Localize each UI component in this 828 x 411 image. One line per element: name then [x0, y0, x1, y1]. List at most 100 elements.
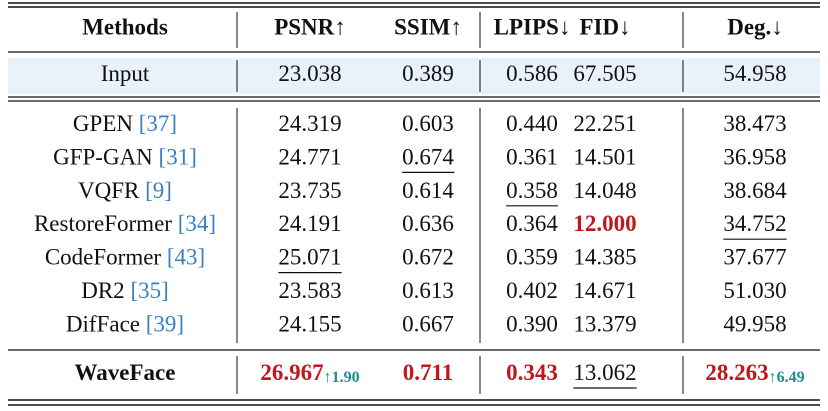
cell-value: 26.967	[260, 360, 323, 385]
cell: 37.677	[723, 245, 786, 270]
gain: ↑6.49	[769, 369, 805, 386]
cell: 0.361	[506, 145, 558, 170]
cell: 23.735	[278, 178, 341, 203]
method-name: DR2	[81, 278, 124, 303]
citation: [34]	[178, 211, 216, 236]
cell: 22.251	[573, 111, 636, 136]
cell: 14.048	[573, 178, 636, 203]
cell: 26.967↑1.90	[260, 360, 359, 385]
cell: 24.771	[278, 145, 341, 170]
cell: 0.614	[402, 178, 454, 203]
cell-value: 25.071	[278, 245, 341, 270]
cell-value: 28.263	[705, 360, 768, 385]
cell-value: 0.613	[402, 278, 454, 303]
cell: 12.000	[573, 211, 636, 236]
column-header: PSNR↑	[274, 14, 346, 39]
cell-value: 0.358	[506, 178, 558, 203]
cell: 14.385	[573, 245, 636, 270]
method: CodeFormer [43]	[45, 245, 205, 270]
method-name: GFP-GAN	[53, 145, 153, 170]
cell: 54.958	[723, 61, 786, 86]
cell: 0.402	[506, 278, 558, 303]
cell: 13.379	[573, 312, 636, 337]
cell: 51.030	[723, 278, 786, 303]
cell-value: 0.390	[506, 312, 558, 337]
cell-value: 24.155	[278, 312, 341, 337]
cell-value: 23.583	[278, 278, 341, 303]
cell-value: 24.319	[278, 111, 341, 136]
method-name: GPEN	[73, 111, 133, 136]
column-header: SSIM↑	[394, 14, 462, 39]
cell-value: 0.361	[506, 145, 558, 170]
method-name: DifFace	[66, 312, 140, 337]
method-name: RestoreFormer	[34, 211, 172, 236]
cell: 49.958	[723, 312, 786, 337]
input-row-bg	[8, 58, 820, 94]
cell: 25.071	[278, 245, 341, 270]
cell: 0.711	[403, 360, 453, 385]
cell-value: 14.385	[573, 245, 636, 270]
cell-value: 13.379	[573, 312, 636, 337]
citation: [37]	[139, 111, 177, 136]
gain: ↑1.90	[324, 369, 360, 386]
cell: 0.390	[506, 312, 558, 337]
cell: 0.667	[402, 312, 454, 337]
citation: [9]	[145, 178, 172, 203]
cell-value: 0.636	[402, 211, 454, 236]
column-header: LPIPS↓	[494, 14, 571, 39]
method: Input	[101, 61, 150, 86]
cell-value: 0.603	[402, 111, 454, 136]
cell-value: 0.672	[402, 245, 454, 270]
method: GPEN [37]	[73, 111, 177, 136]
citation: [31]	[159, 145, 197, 170]
cell-value: 14.048	[573, 178, 636, 203]
cell: 28.263↑6.49	[705, 360, 804, 385]
cell-value: 0.359	[506, 245, 558, 270]
cell: 38.473	[723, 111, 786, 136]
cell-value: 0.343	[506, 360, 558, 385]
cell-value: 38.684	[723, 178, 787, 203]
cell-value: 36.958	[723, 145, 786, 170]
cell-value: 34.752	[723, 211, 786, 236]
cell: 0.440	[506, 111, 558, 136]
cell: 0.358	[506, 178, 558, 203]
cell-value: 24.191	[278, 211, 341, 236]
cell: 13.062	[573, 360, 636, 385]
cell: 23.583	[278, 278, 341, 303]
cell: 36.958	[723, 145, 786, 170]
cell: 0.636	[402, 211, 454, 236]
cell-value: 54.958	[723, 61, 786, 86]
method: DR2 [35]	[81, 278, 169, 303]
cell-value: 0.674	[402, 145, 454, 170]
cell-value: 0.440	[506, 111, 558, 136]
cell: 0.389	[402, 61, 454, 86]
cell: 0.586	[506, 61, 558, 86]
cell-value: 23.735	[278, 178, 341, 203]
cell: 0.674	[402, 145, 454, 170]
cell: 24.191	[278, 211, 341, 236]
cell: 0.343	[506, 360, 558, 385]
cell-value: 14.501	[573, 145, 636, 170]
cell-value: 14.671	[573, 278, 636, 303]
method-name: CodeFormer	[45, 245, 162, 270]
citation: [35]	[130, 278, 168, 303]
method: VQFR [9]	[78, 178, 172, 203]
cell: 0.613	[402, 278, 454, 303]
cell-value: 0.389	[402, 61, 454, 86]
cell-value: 67.505	[573, 61, 636, 86]
column-header: Deg.↓	[727, 14, 783, 39]
cell: 0.672	[402, 245, 454, 270]
cell: 0.603	[402, 111, 454, 136]
cell-value: 13.062	[573, 360, 636, 385]
method: GFP-GAN [31]	[53, 145, 197, 170]
cell-value: 49.958	[723, 312, 786, 337]
cell: 0.364	[506, 211, 558, 236]
cell-value: 24.771	[278, 145, 341, 170]
cell: 0.359	[506, 245, 558, 270]
cell: 14.501	[573, 145, 636, 170]
cell: 24.155	[278, 312, 341, 337]
cell: 34.752	[723, 211, 786, 236]
column-header: Methods	[82, 14, 168, 39]
cell-value: 23.038	[278, 61, 341, 86]
